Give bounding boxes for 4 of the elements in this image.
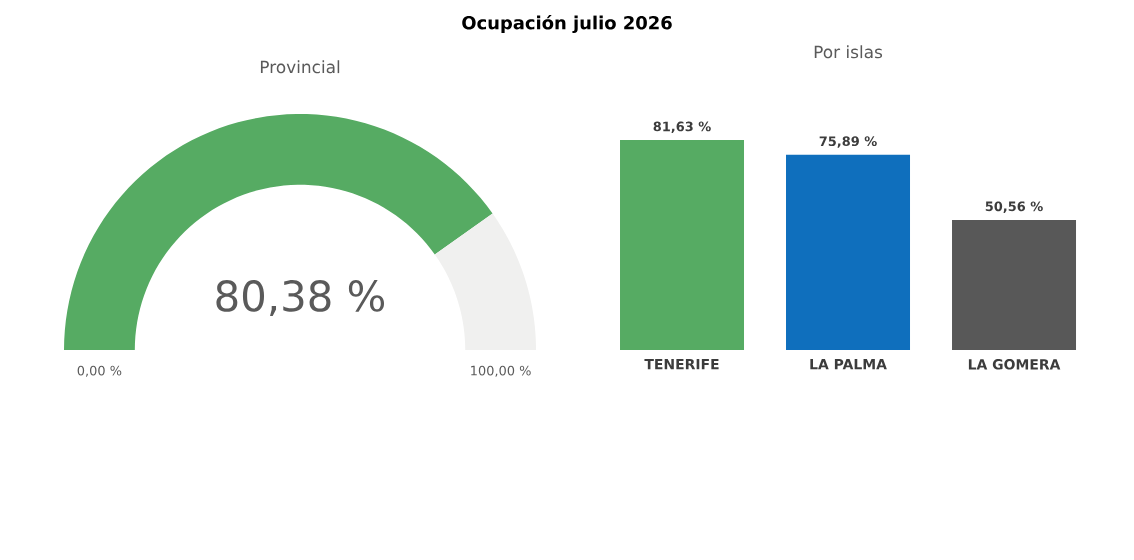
data-label: 80,38 % (216, 280, 385, 317)
chart-subtitle: Provincial (260, 60, 340, 74)
chart-title: Por islas (814, 45, 883, 59)
chart-title: Ocupación julio 2026 (462, 14, 672, 34)
